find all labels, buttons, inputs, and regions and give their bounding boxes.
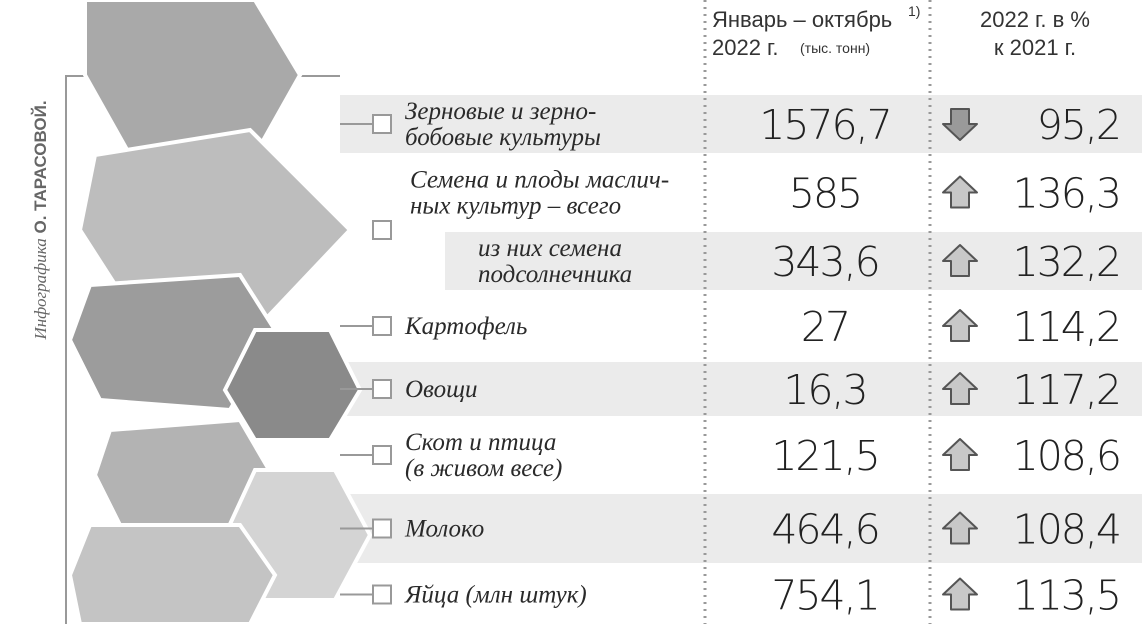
trend-arrow — [943, 177, 977, 208]
row-change: 108,6 — [1013, 432, 1120, 480]
row-label: ных культур – всего — [410, 193, 621, 220]
row-label: подсолнечника — [478, 261, 632, 288]
row-label: Яйца (млн штук) — [404, 582, 587, 609]
row-value: 121,5 — [771, 432, 878, 480]
row-value: 464,6 — [771, 506, 878, 554]
trend-arrow — [943, 439, 977, 470]
row-value: 27 — [801, 303, 849, 351]
photos — [70, 0, 370, 624]
row-change: 113,5 — [1013, 572, 1120, 620]
trend-arrow — [943, 310, 977, 341]
connector-box — [373, 221, 391, 239]
row-label: Молоко — [404, 516, 484, 543]
connector-box — [373, 446, 391, 464]
row-label: бобовые культуры — [405, 124, 601, 151]
row-label: Семена и плоды маслич- — [410, 167, 669, 194]
header-change: 2022 г. в % — [980, 7, 1090, 32]
row-value: 754,1 — [771, 572, 878, 620]
connector-box — [373, 520, 391, 538]
trend-arrow — [943, 579, 977, 610]
row-change: 117,2 — [1013, 366, 1120, 414]
row-value: 343,6 — [771, 238, 878, 286]
credit: Инфографика О. ТАРАСОВОЙ. — [31, 100, 50, 340]
row-label: Овощи — [405, 376, 477, 403]
infographic: Январь – октябрь 1) 2022 г. (тыс. тонн) … — [0, 0, 1142, 624]
row-change: 114,2 — [1013, 303, 1120, 351]
header-unit: (тыс. тонн) — [800, 40, 870, 56]
connector-box — [373, 317, 391, 335]
credit-author: О. ТАРАСОВОЙ. — [31, 100, 50, 233]
row-change: 95,2 — [1037, 101, 1120, 149]
header-year: 2022 г. — [712, 35, 779, 60]
row-label: из них семена — [478, 235, 622, 262]
row-label: Картофель — [404, 313, 527, 340]
credit-prefix: Инфографика — [31, 238, 50, 340]
header-period: Январь – октябрь — [712, 7, 892, 32]
row-change: 108,4 — [1013, 506, 1120, 554]
header-change: к 2021 г. — [994, 35, 1076, 60]
connector-box — [373, 380, 391, 398]
row-label: (в живом весе) — [405, 455, 562, 482]
row-change: 136,3 — [1013, 170, 1120, 218]
row-change: 132,2 — [1013, 238, 1120, 286]
row-value: 16,3 — [783, 366, 866, 414]
connector-box — [373, 115, 391, 133]
connector-box — [373, 586, 391, 604]
row-value: 1576,7 — [759, 101, 890, 149]
row-value: 585 — [789, 170, 861, 218]
header-note: 1) — [908, 3, 920, 19]
row-label: Зерновые и зерно- — [405, 98, 596, 125]
row-label: Скот и птица — [405, 429, 556, 456]
